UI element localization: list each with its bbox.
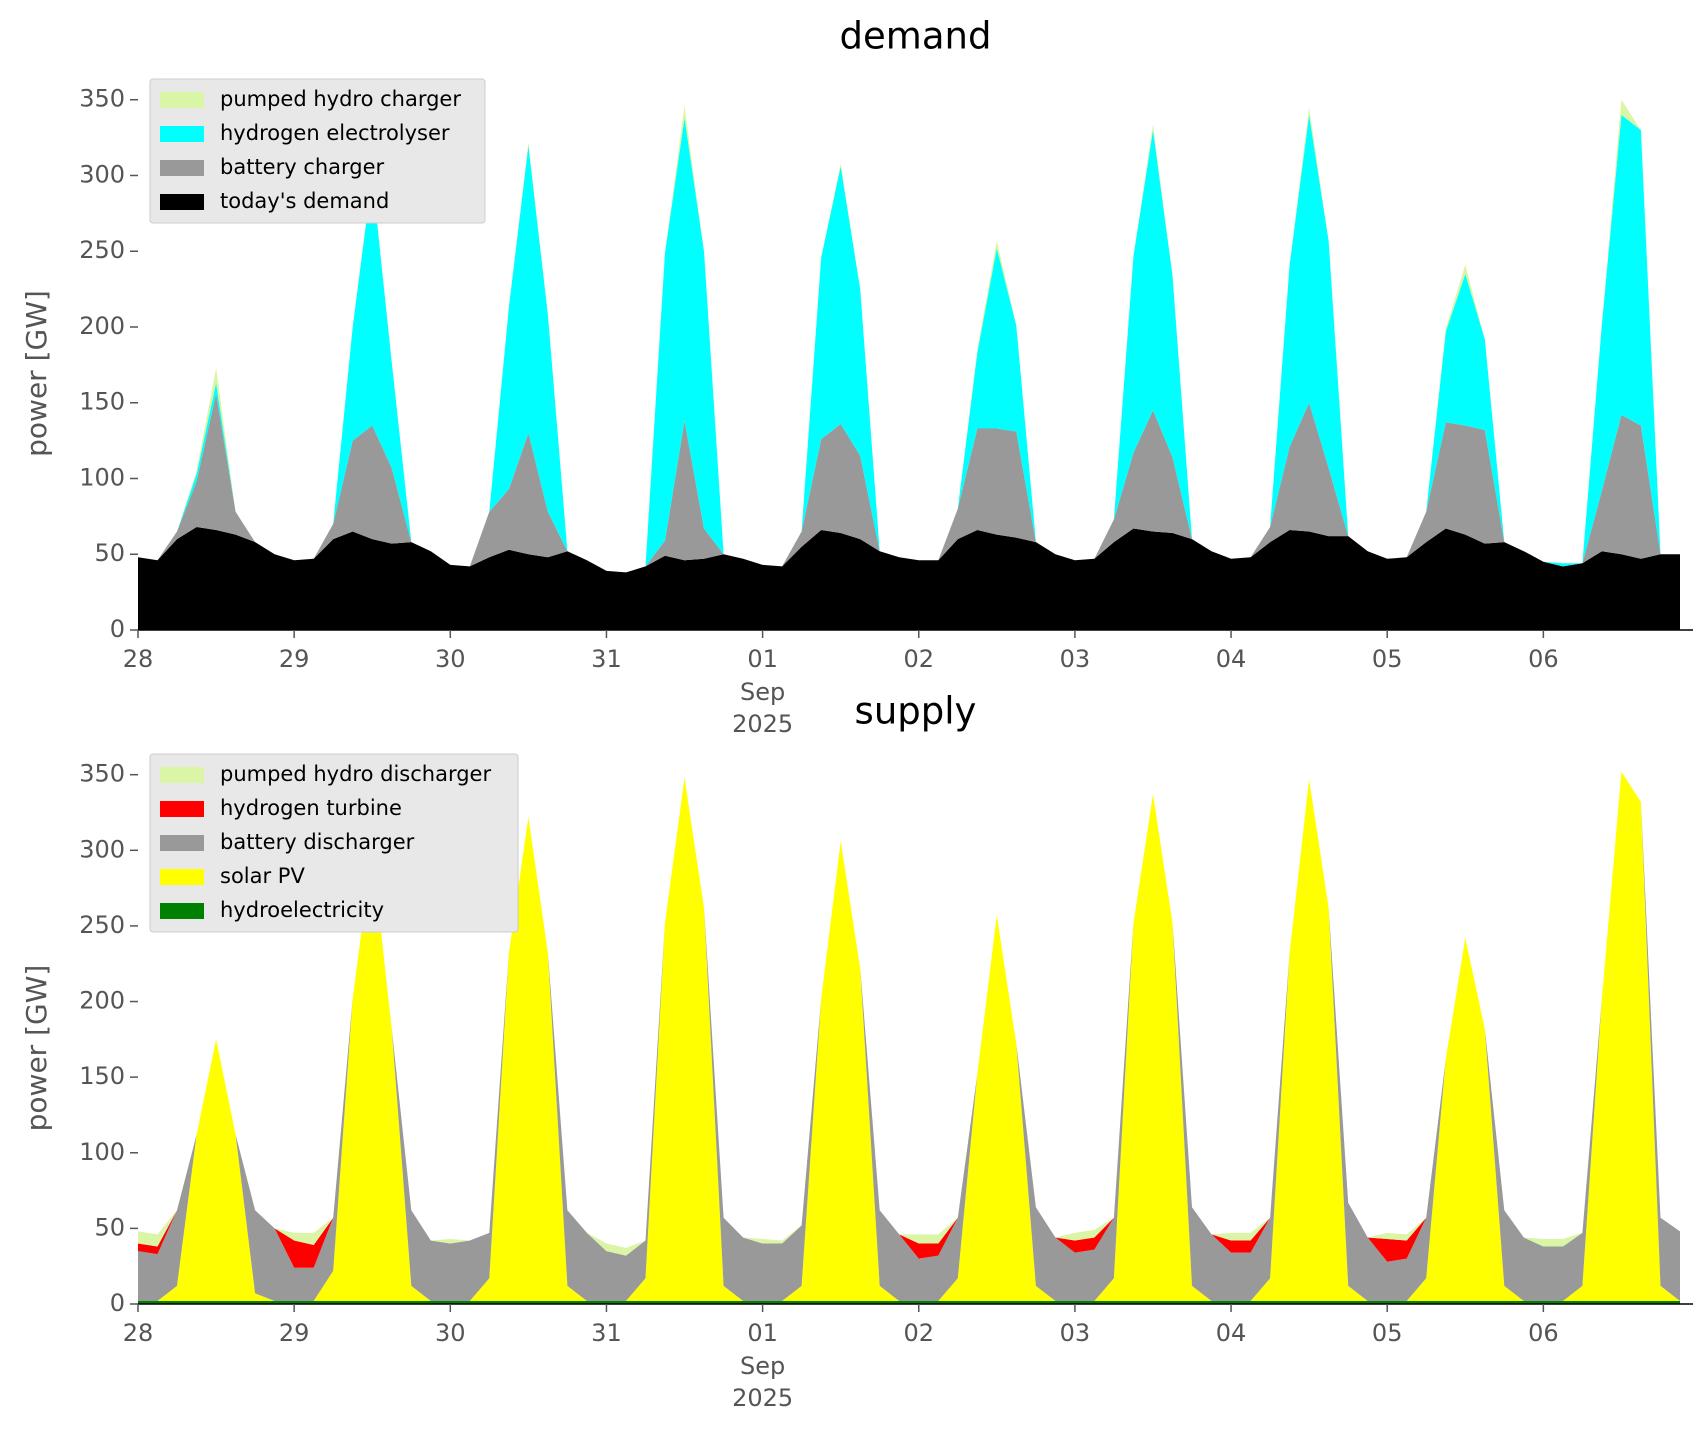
- x-tick-label: 30: [435, 1319, 466, 1347]
- y-tick-label: 150: [79, 388, 125, 416]
- x-tick-label: 30: [435, 645, 466, 673]
- x-tick-label: 03: [1060, 645, 1091, 673]
- x-tick-label: 31: [591, 645, 622, 673]
- legend-label: battery discharger: [220, 830, 415, 854]
- x-tick-label: 31: [591, 1319, 622, 1347]
- x-tick-label: 01: [747, 645, 778, 673]
- legend-label: pumped hydro charger: [220, 87, 461, 111]
- x-tick-label: 06: [1528, 645, 1559, 673]
- stacked-area: [138, 393, 1680, 573]
- x-tick-label: 28: [123, 1319, 154, 1347]
- y-tick-label: 0: [110, 615, 125, 643]
- x-tick-label: 05: [1372, 1319, 1403, 1347]
- y-tick-label: 300: [79, 160, 125, 188]
- legend-swatch: [160, 903, 204, 919]
- legend-label: hydroelectricity: [220, 898, 384, 922]
- legend-swatch: [160, 92, 204, 108]
- x-tick-label: 04: [1216, 1319, 1247, 1347]
- legend-label: pumped hydro discharger: [220, 762, 491, 786]
- x-offset-label: 2025: [732, 710, 793, 738]
- legend-label: solar PV: [220, 864, 305, 888]
- legend-swatch: [160, 767, 204, 783]
- y-tick-label: 100: [79, 1138, 125, 1166]
- plot-area: [138, 99, 1680, 630]
- y-tick-label: 50: [94, 539, 125, 567]
- x-tick-label: 01: [747, 1319, 778, 1347]
- chart-title: demand: [840, 15, 992, 58]
- x-tick-label: 29: [279, 645, 310, 673]
- y-tick-label: 150: [79, 1062, 125, 1090]
- legend-swatch: [160, 126, 204, 142]
- x-tick-label: 02: [903, 645, 934, 673]
- y-tick-label: 300: [79, 835, 125, 863]
- stacked-area: [138, 771, 1680, 1301]
- legend-swatch: [160, 194, 204, 210]
- y-tick-label: 200: [79, 987, 125, 1015]
- y-tick-label: 250: [79, 911, 125, 939]
- y-tick-label: 250: [79, 236, 125, 264]
- stacked-area: [138, 114, 1680, 573]
- legend-swatch: [160, 801, 204, 817]
- y-tick-label: 200: [79, 312, 125, 340]
- y-tick-label: 0: [110, 1289, 125, 1317]
- x-tick-label: 04: [1216, 645, 1247, 673]
- chart-title: supply: [855, 690, 977, 733]
- legend-box: [149, 753, 519, 933]
- y-axis-label: power [GW]: [20, 965, 53, 1132]
- legend-swatch: [160, 869, 204, 885]
- legend: pumped hydro discharger hydrogen turbine b…: [149, 753, 519, 933]
- stacked-area: [138, 527, 1680, 630]
- x-offset-label: Sep: [740, 678, 785, 706]
- stacked-area: [138, 771, 1680, 1301]
- y-axis-label: power [GW]: [20, 290, 53, 457]
- y-tick-label: 50: [94, 1213, 125, 1241]
- x-offset-label: 2025: [732, 1384, 793, 1412]
- x-tick-label: 03: [1060, 1319, 1091, 1347]
- y-tick-label: 350: [79, 85, 125, 113]
- legend: pumped hydro charger hydrogen electrolyse…: [149, 78, 486, 224]
- legend-swatch: [160, 160, 204, 176]
- legend-box: [149, 78, 486, 224]
- y-tick-label: 350: [79, 760, 125, 788]
- x-tick-label: 06: [1528, 1319, 1559, 1347]
- legend-label: battery charger: [220, 155, 385, 179]
- y-tick-label: 100: [79, 463, 125, 491]
- legend-label: hydrogen turbine: [220, 796, 402, 820]
- legend-swatch: [160, 835, 204, 851]
- x-tick-label: 02: [903, 1319, 934, 1347]
- x-tick-label: 29: [279, 1319, 310, 1347]
- legend-label: today's demand: [220, 189, 389, 213]
- x-offset-label: Sep: [740, 1352, 785, 1380]
- x-tick-label: 05: [1372, 645, 1403, 673]
- legend-label: hydrogen electrolyser: [220, 121, 450, 145]
- x-tick-label: 28: [123, 645, 154, 673]
